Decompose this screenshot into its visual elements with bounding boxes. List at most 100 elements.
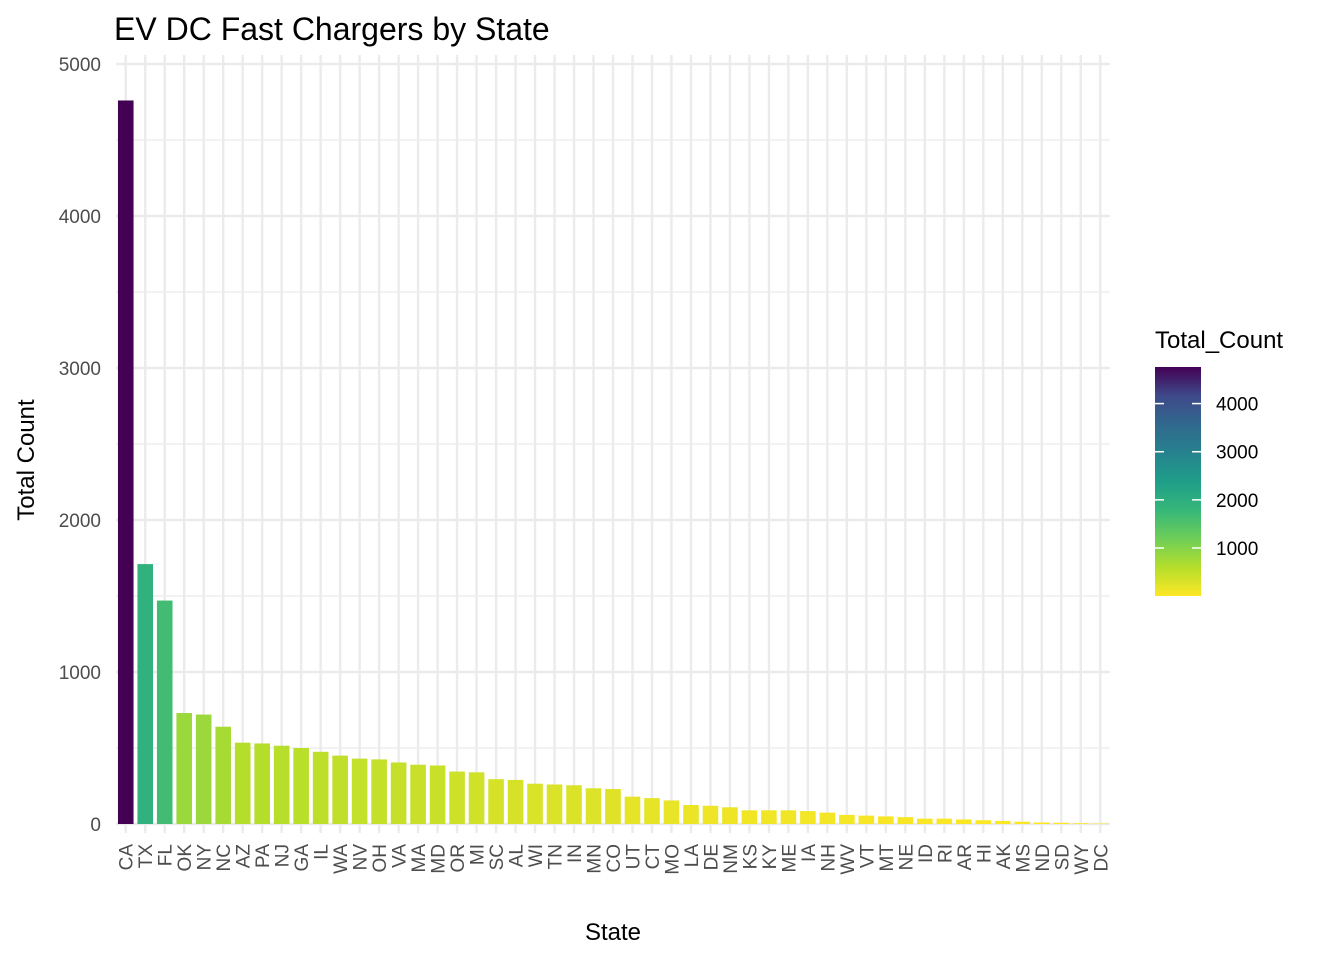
x-tick-label: RI [935,844,956,863]
x-tick-label: IA [799,844,820,862]
x-tick-label: NY [195,844,216,871]
x-tick-label: WV [838,844,859,875]
x-tick-label: VT [857,844,878,869]
bar-ny [195,714,212,824]
bar-in [566,785,582,824]
y-tick-label: 0 [90,815,101,836]
legend-ticks: 1000 2000 3000 4000 [1155,395,1258,560]
bar-pa [254,743,270,824]
bar-il [312,751,329,824]
bar-mn [585,788,602,824]
bar-la [683,805,699,824]
x-tick-label: VA [390,844,411,868]
y-tick-label: 4000 [59,207,101,228]
y-tick-label: 5000 [59,55,101,76]
bar-wa [332,755,348,824]
legend: Total_Count 1000 2000 3000 4000 [1155,327,1283,596]
x-tick-label: OH [370,844,391,873]
x-tick-label: NH [818,844,839,871]
bar-ct [644,798,660,824]
x-tick-label: MS [1013,844,1034,873]
bar-tx [137,564,154,824]
x-tick-label: MT [877,844,898,872]
x-tick-label: IL [312,844,333,860]
x-tick-label: GA [292,844,313,872]
x-tick-label: KY [760,844,781,870]
bar-vt [858,815,875,824]
x-tick-label: HI [974,844,995,863]
x-tick-label: MD [429,844,450,874]
bar-wy [1072,823,1089,824]
y-tick-label: 2000 [59,511,101,532]
bar-mi [468,772,485,824]
x-tick-label: UT [623,844,644,870]
bar-sd [1053,822,1070,824]
x-tick-label: SD [1052,844,1073,870]
x-tick-label: TN [546,844,567,869]
legend-tick-label: 2000 [1216,491,1258,512]
bar-wv [839,814,855,824]
legend-tick-label: 3000 [1216,443,1258,464]
x-tick-label: ID [916,844,937,863]
bar-nm [722,807,738,824]
bar-ky [761,810,777,824]
legend-tick-label: 1000 [1216,539,1258,560]
x-tick-label: AZ [234,844,255,869]
x-tick-label: OR [448,844,469,873]
x-tick-label: WY [1072,844,1093,875]
x-tick-label: DE [701,844,722,870]
bar-mt [878,816,894,824]
y-tick-label: 3000 [59,359,101,380]
bar-sc [488,779,504,824]
y-axis-title: Total Count [13,399,40,521]
bar-fl [156,600,173,824]
x-tick-label: MO [662,844,683,875]
bar-va [390,762,407,824]
x-tick-label: NC [214,844,235,871]
x-tick-label: CA [117,844,138,871]
grid [116,55,1110,833]
bar-ga [293,748,309,824]
bar-md [429,765,446,824]
x-tick-label: AL [507,844,528,867]
x-tick-label: MA [409,844,430,873]
bar-nd [1033,822,1050,824]
bar-ri [936,818,953,824]
x-tick-label: CO [604,844,625,873]
x-tick-label: AK [994,844,1015,870]
bar-nc [215,726,231,824]
bar-oh [371,759,387,824]
x-tick-label: FL [156,844,177,866]
x-tick-label: NJ [273,844,294,867]
x-tick-label: TX [136,844,157,869]
x-tick-label: IN [565,844,586,863]
bars [117,100,1109,825]
bar-id [917,818,933,824]
x-tick-label: NE [896,844,917,870]
x-tick-label: WA [331,844,352,874]
bar-hi [975,820,992,824]
bar-co [605,789,621,824]
bar-nh [819,812,836,824]
bar-al [507,779,524,824]
bar-ca [117,100,134,825]
legend-tick-label: 4000 [1216,395,1258,416]
x-tick-label: CT [643,844,664,870]
x-tick-label: MN [585,844,606,874]
bar-ar [956,819,972,824]
bar-nj [273,745,290,824]
x-tick-label: WI [526,844,547,867]
bar-ma [410,764,426,824]
y-tick-label: 1000 [59,663,101,684]
bar-or [449,771,465,824]
x-tick-label: NV [351,844,372,871]
bar-ak [995,820,1011,824]
x-tick-label: KS [740,844,761,869]
x-tick-label: NM [721,844,742,874]
legend-colorbar [1155,367,1201,596]
x-axis-title: State [585,919,641,946]
x-tick-label: SC [487,844,508,870]
bar-de [702,805,719,824]
x-tick-label: ME [779,844,800,873]
